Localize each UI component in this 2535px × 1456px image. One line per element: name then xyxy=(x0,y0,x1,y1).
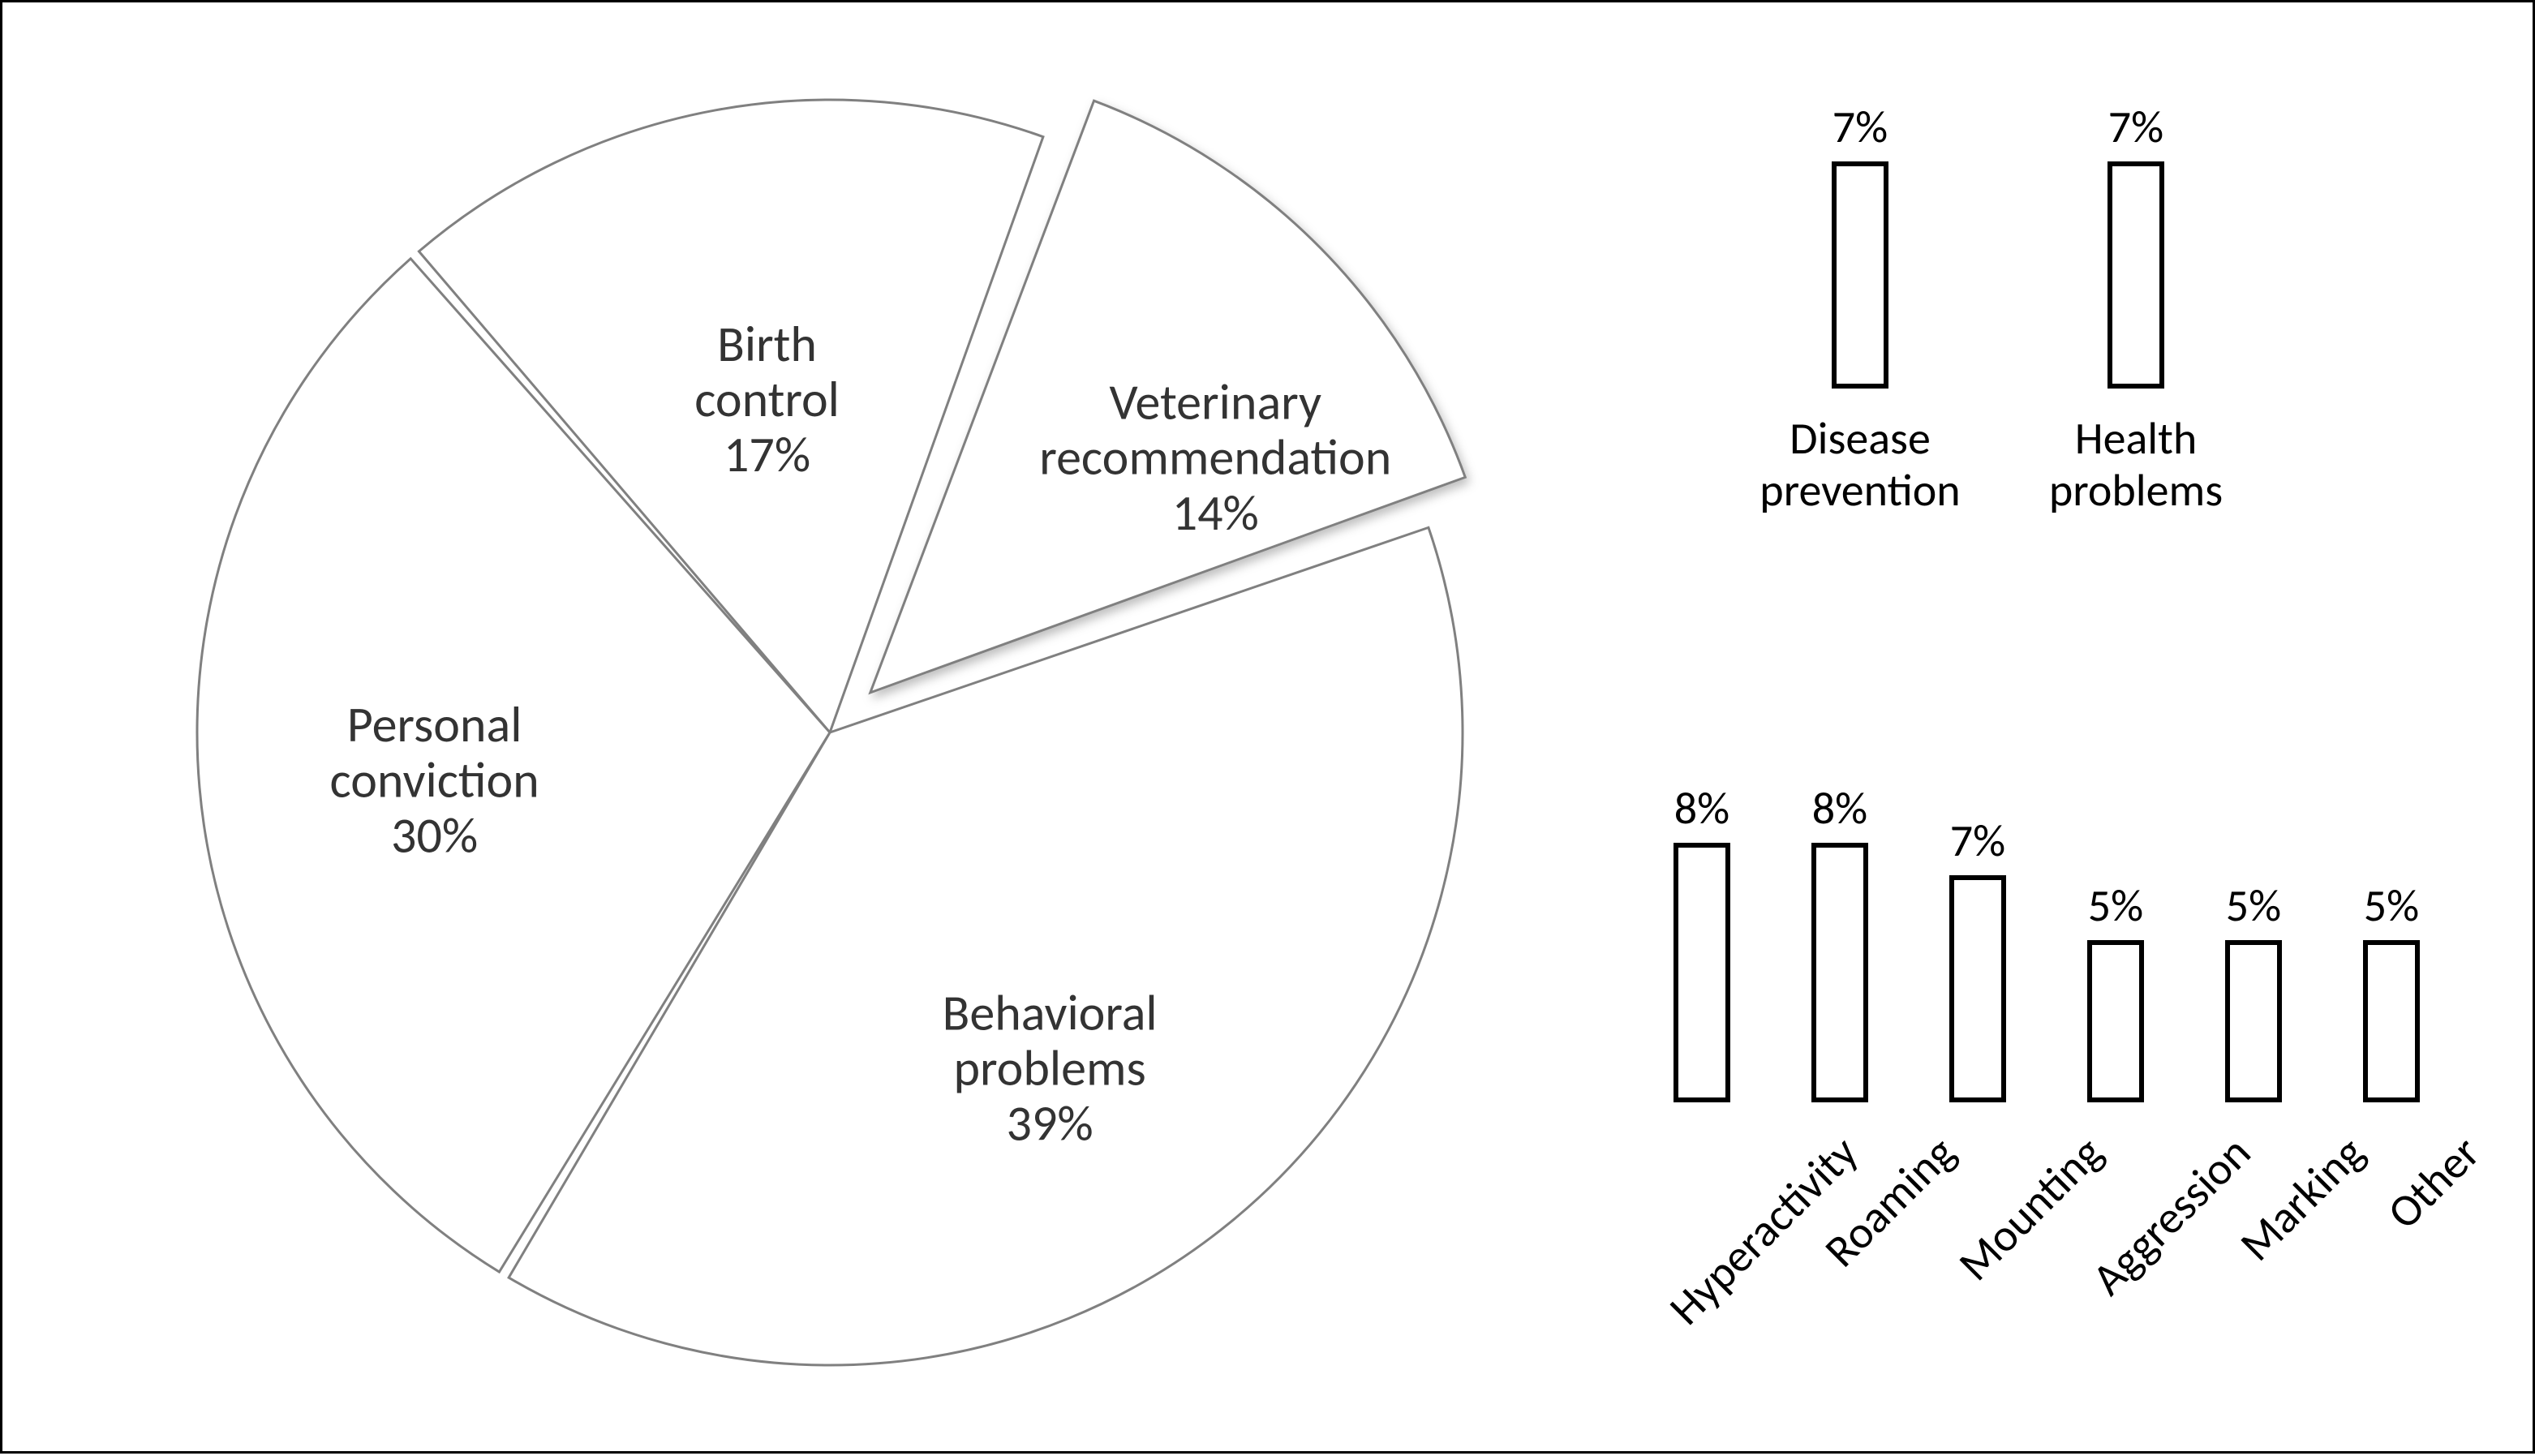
bar-value: 7% xyxy=(1833,100,1888,155)
bar-item: 7%Mounting xyxy=(1909,781,2047,1179)
bar-rect xyxy=(2363,940,2420,1102)
bar-value: 7% xyxy=(1950,814,2005,869)
bar-item: 8%Roaming xyxy=(1771,781,1909,1179)
bar-rect xyxy=(2087,940,2144,1102)
bar-value: 7% xyxy=(2108,100,2163,155)
bar-rect xyxy=(2225,940,2282,1102)
bar-rect xyxy=(1949,875,2006,1102)
bar-rect xyxy=(1832,161,1888,389)
bar-item: 8%Hyperactivity xyxy=(1633,781,1771,1179)
bar-item: 7% Disease prevention xyxy=(1722,100,1998,518)
bar-item: 5%Other xyxy=(2322,781,2460,1179)
bar-rect xyxy=(1674,843,1730,1102)
bar-label: Disease prevention xyxy=(1759,413,1960,518)
bar-rect xyxy=(2107,161,2164,389)
bar-item: 7% Health problems xyxy=(1998,100,2274,518)
bar-rect xyxy=(1811,843,1868,1102)
bar-label: Health problems xyxy=(2049,413,2223,518)
chart-frame: Birthcontrol17%Veterinaryrecommendation1… xyxy=(0,0,2535,1454)
bar-value: 5% xyxy=(2364,878,2419,934)
bar-value: 5% xyxy=(2226,878,2281,934)
bar-item: 5%Aggression xyxy=(2047,781,2185,1179)
bar-item: 5%Marking xyxy=(2185,781,2322,1179)
bar-value: 5% xyxy=(2088,878,2143,934)
bar-value: 8% xyxy=(1812,781,1867,836)
bar-value: 8% xyxy=(1674,781,1729,836)
